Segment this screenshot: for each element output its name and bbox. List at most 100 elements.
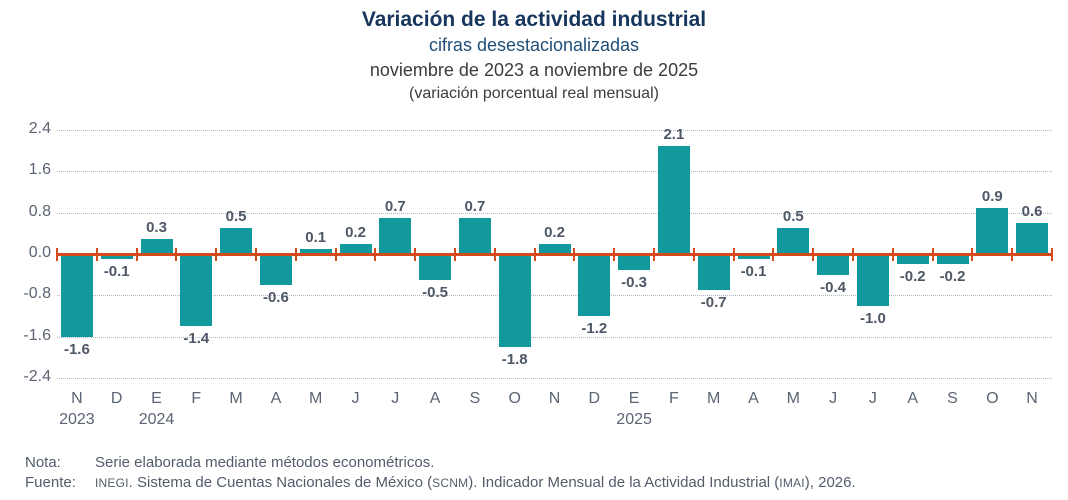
month-label: A <box>429 390 441 407</box>
axis-tick <box>215 247 218 261</box>
month-label: E <box>151 390 162 407</box>
month-label: M <box>309 390 323 407</box>
axis-tick <box>454 247 456 261</box>
chart-footer: Nota: Serie elaborada mediante métodos e… <box>25 453 1055 493</box>
bar <box>259 254 292 285</box>
y-tick-label: -1.6 <box>23 326 51 344</box>
bar <box>339 243 372 254</box>
axis-tick <box>732 247 735 261</box>
axis-tick <box>692 247 695 261</box>
axis-tick <box>255 247 257 261</box>
y-tick-label: 2.4 <box>28 120 51 137</box>
axis-tick <box>294 247 297 261</box>
axis-tick <box>95 247 98 261</box>
gridline <box>57 130 1052 131</box>
axis-tick <box>812 247 815 261</box>
source-label: Fuente: <box>25 474 76 491</box>
bar <box>817 254 850 275</box>
axis-tick <box>613 247 616 261</box>
axis-tick <box>334 247 337 261</box>
chart-title: Variación de la actividad industrial <box>361 8 707 31</box>
bar-value-label: -0.6 <box>262 289 289 306</box>
year-label: 2024 <box>138 411 175 428</box>
bar-value-label: -1.4 <box>183 330 210 348</box>
bar-value-label: 0.6 <box>1021 203 1043 220</box>
bar-value-label: 0.7 <box>384 197 406 215</box>
bar <box>140 238 173 254</box>
axis-tick <box>1051 247 1053 261</box>
chart-subtitle-series: cifras desestacionalizadas <box>428 35 640 55</box>
bar-value-label: -0.4 <box>820 278 847 296</box>
source-acronym: INEGI <box>95 476 129 490</box>
y-tick-label: -0.8 <box>23 285 51 303</box>
bar <box>737 254 770 260</box>
bar <box>60 254 93 337</box>
axis-tick <box>573 247 576 261</box>
month-label: N <box>1026 390 1038 407</box>
axis-tick <box>135 247 138 261</box>
bar <box>299 248 332 254</box>
y-tick-label: 0.8 <box>28 202 51 220</box>
bar-value-label: -1.2 <box>581 320 608 337</box>
bar-value-label: -0.7 <box>700 294 727 312</box>
axis-tick <box>533 247 536 261</box>
month-label: A <box>270 390 282 407</box>
source-acronym: IMAI <box>779 476 805 490</box>
bar-value-label: 0.3 <box>146 218 167 236</box>
axis-tick <box>414 247 417 261</box>
month-label: J <box>391 390 400 407</box>
bar-value-label: -1.8 <box>501 351 528 368</box>
bar-value-label: -1.0 <box>859 309 886 327</box>
gridline <box>57 295 1052 297</box>
bar <box>379 217 412 254</box>
axis-tick <box>1011 247 1014 261</box>
bar-value-label: 0.2 <box>345 223 366 241</box>
month-label: E <box>628 390 640 407</box>
bar-value-label: -1.6 <box>63 340 90 358</box>
bar <box>697 254 730 291</box>
month-label: M <box>786 390 800 407</box>
note-line: Nota: Serie elaborada mediante métodos e… <box>25 453 1055 473</box>
axis-tick <box>891 247 894 261</box>
bar <box>458 217 491 254</box>
bar-value-label: 2.1 <box>663 125 685 143</box>
month-label: A <box>907 390 919 407</box>
month-label: D <box>588 390 601 407</box>
bar <box>100 254 133 260</box>
month-label: J <box>829 390 838 407</box>
gridline <box>57 171 1052 173</box>
bar <box>657 145 690 254</box>
source-text-segment: ), 2026. <box>804 474 856 491</box>
month-label: F <box>669 390 679 407</box>
axis-tick <box>931 247 934 261</box>
zero-axis-line <box>57 252 1052 256</box>
plot-area: 2.4 1.6 0.8 0.0 -0.8 -1.6 -2.4 -1.6 -0.1 0.3 -1.4 0… <box>23 120 1053 428</box>
month-label: M <box>229 390 243 407</box>
bar-value-label: -0.3 <box>621 273 648 291</box>
month-label: J <box>351 390 360 407</box>
source-acronym: SCNM <box>432 476 469 490</box>
month-label: D <box>110 390 123 407</box>
bar-value-label: 0.5 <box>225 208 247 226</box>
bar-value-label: 0.9 <box>981 187 1003 205</box>
month-label: F <box>191 390 202 407</box>
gridline <box>57 378 1052 379</box>
bar <box>936 254 969 265</box>
y-tick-label: -2.4 <box>23 368 51 385</box>
bar-value-label: -0.1 <box>103 263 130 281</box>
month-label: O <box>508 390 521 407</box>
bar-value-label: -0.1 <box>740 263 767 281</box>
bar <box>220 228 253 254</box>
gridline <box>57 212 1052 214</box>
note-label: Nota: <box>25 454 61 471</box>
bar <box>180 254 213 327</box>
bar <box>777 228 810 254</box>
month-label: S <box>947 390 958 407</box>
month-label: S <box>469 390 481 407</box>
y-tick-label: 1.6 <box>28 161 51 179</box>
bar <box>896 254 929 265</box>
gridline <box>57 336 1052 338</box>
axis-tick <box>56 247 58 261</box>
axis-tick <box>175 247 178 261</box>
axis-tick <box>971 247 974 261</box>
